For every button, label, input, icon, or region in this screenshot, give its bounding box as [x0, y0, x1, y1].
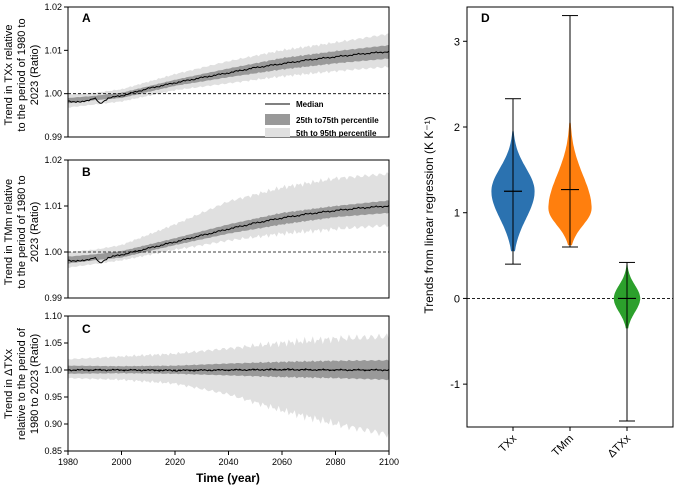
panel-c-letter: C: [82, 322, 91, 336]
panel-d-ylabel: Trends from linear regression (K K⁻¹): [422, 116, 436, 313]
panel-d-ytick-label: 0: [454, 293, 460, 305]
panel-c-frame: [67, 315, 390, 452]
panel-b-ylabel-line-2: to the period of 1980 to: [16, 175, 28, 288]
panel-c-median-line: [67, 368, 390, 372]
panel-c-ytick-label: 1.00: [44, 365, 62, 375]
panel-c-xtick-label: 2020: [165, 457, 185, 467]
panel-c-xtick-label: 2100: [379, 457, 399, 467]
panel-c: Trend in ΔTXx relative to the period of …: [3, 311, 399, 485]
legend-median-label: Median: [296, 100, 324, 109]
panel-d-ytick-label: 3: [454, 36, 460, 48]
panel-c-xtick-label: 2060: [272, 457, 292, 467]
panel-c-ylabel-line-2: relative to the period of: [16, 327, 28, 440]
panel-d-xtick-label: TXx: [497, 432, 520, 455]
panel-a-median-line: [68, 50, 390, 104]
legend-range-swatch: [265, 128, 290, 137]
panel-c-ylabel-line-3: 1980 to 2023 (Ratio): [29, 334, 41, 434]
legend-iqr-label: 25th to75th percentile: [296, 116, 379, 125]
panel-d: Trends from linear regression (K K⁻¹) -1…: [422, 6, 674, 460]
panel-b: Trend in TMm relative to the period of 1…: [3, 155, 390, 303]
panel-c-ytick-label: 1.10: [44, 311, 62, 321]
panel-c-ytick-label: 0.95: [44, 392, 62, 402]
panel-c-ylabel: Trend in ΔTXx relative to the period of …: [3, 327, 41, 440]
panel-a-ylabel-line-3: 2023 (Ratio): [29, 45, 41, 106]
panel-b-median-line: [67, 204, 390, 264]
panel-a-ylabel-line-2: to the period of 1980 to: [16, 18, 28, 131]
panel-a-ylabel-line-1: Trend in TXx relative: [3, 25, 15, 126]
panel-c-band-range: [68, 333, 389, 438]
panel-b-ylabel-line-1: Trend in TMm relative: [3, 179, 15, 285]
panel-a-ytick-label: 1.02: [44, 2, 62, 12]
panel-a: Trend in TXx relative to the period of 1…: [3, 2, 390, 142]
panel-c-ylabel-line-1: Trend in ΔTXx: [3, 349, 15, 419]
panel-b-ylabel: Trend in TMm relative to the period of 1…: [3, 175, 41, 288]
panel-b-ytick-label: 1.00: [44, 247, 62, 257]
panel-b-ylabel-line-3: 2023 (Ratio): [29, 202, 41, 263]
panel-b-band-range: [68, 172, 389, 268]
panel-d-ytick-label: 2: [454, 122, 460, 134]
panel-d-xtick-label: TMm: [550, 433, 576, 459]
panel-c-xlabel: Time (year): [196, 471, 260, 485]
panel-c-xtick-label: 2040: [218, 457, 238, 467]
panel-a-ytick-label: 1.00: [44, 89, 62, 99]
panel-d-letter: D: [481, 11, 490, 25]
legend-range-label: 5th to 95th percentile: [296, 129, 377, 138]
panel-c-ytick-label: 0.90: [44, 419, 62, 429]
panel-b-ytick-label: 1.01: [44, 201, 62, 211]
panel-d-xtick-label: ΔTXx: [606, 432, 634, 460]
panel-b-ytick-label: 1.02: [44, 155, 62, 165]
panel-c-xtick-label: 2080: [325, 457, 345, 467]
panel-a-ytick-label: 0.99: [44, 132, 62, 142]
panel-a-ytick-label: 1.01: [44, 45, 62, 55]
panel-c-xtick-label: 2000: [111, 457, 131, 467]
panel-b-frame: [67, 159, 390, 299]
panel-b-ytick-label: 0.99: [44, 293, 62, 303]
panel-c-xtick-label: 1980: [58, 457, 78, 467]
panel-b-letter: B: [82, 165, 91, 179]
panel-a-frame: [67, 6, 390, 138]
panel-d-ytick-label: -1: [450, 379, 460, 391]
panel-c-ytick-label: 1.05: [44, 338, 62, 348]
panel-a-letter: A: [82, 11, 91, 25]
panel-d-ytick-label: 1: [454, 208, 460, 220]
legend-iqr-swatch: [265, 114, 290, 125]
panel-a-ylabel: Trend in TXx relative to the period of 1…: [3, 18, 41, 131]
panel-d-frame: [466, 6, 674, 428]
legend: Median 25th to75th percentile 5th to 95t…: [265, 100, 379, 138]
panel-c-ytick-label: 0.85: [44, 446, 62, 456]
